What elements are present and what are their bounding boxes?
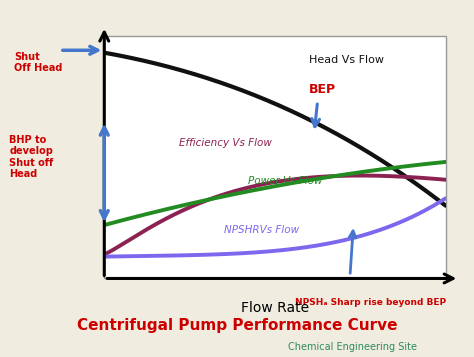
- Text: NPSHRVs Flow: NPSHRVs Flow: [224, 225, 299, 235]
- Text: Power Vs Flow: Power Vs Flow: [247, 176, 322, 186]
- Text: Head Vs Flow: Head Vs Flow: [309, 55, 384, 65]
- Text: Centrifugal Pump Performance Curve: Centrifugal Pump Performance Curve: [77, 318, 397, 333]
- Text: BHP to
develop
Shut off
Head: BHP to develop Shut off Head: [9, 135, 54, 180]
- Text: Efficiency Vs Flow: Efficiency Vs Flow: [179, 137, 272, 147]
- Text: Shut
Off Head: Shut Off Head: [14, 52, 63, 74]
- Text: Flow Rate: Flow Rate: [241, 301, 309, 316]
- Text: BEP: BEP: [309, 84, 336, 96]
- Text: NPSHₐ Sharp rise beyond BEP: NPSHₐ Sharp rise beyond BEP: [295, 298, 447, 307]
- Text: Chemical Engineering Site: Chemical Engineering Site: [288, 342, 417, 352]
